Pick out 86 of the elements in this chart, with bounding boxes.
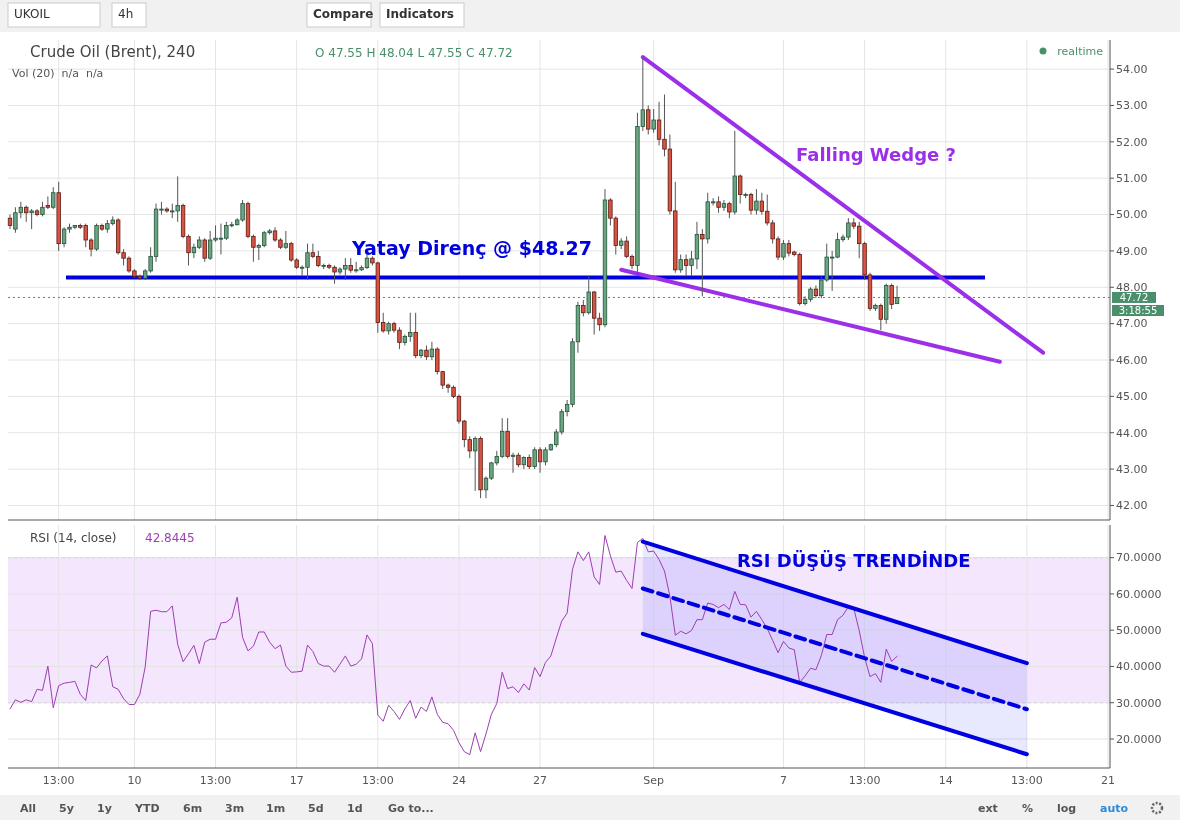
candlestick bbox=[537, 446, 543, 474]
annotation: RSI DÜŞÜŞ TRENDİNDE bbox=[737, 550, 971, 571]
x-tick-label: 17 bbox=[289, 774, 304, 787]
x-tick-label: 13:00 bbox=[1011, 774, 1043, 787]
x-tick-label: 10 bbox=[127, 774, 142, 787]
text: 5d bbox=[308, 801, 324, 815]
text: UKOIL bbox=[14, 7, 50, 22]
text: % bbox=[1022, 801, 1034, 815]
text: 1d bbox=[347, 801, 363, 815]
candlestick bbox=[754, 188, 759, 216]
y-tick-label: 30.0000 bbox=[1116, 696, 1162, 710]
y-tick-label: 54.00 bbox=[1116, 62, 1148, 76]
candlestick bbox=[29, 208, 34, 230]
candlestick bbox=[532, 446, 537, 470]
text: 1y bbox=[97, 801, 112, 815]
x-tick-label: 14 bbox=[938, 774, 953, 787]
y-tick-label: 49.00 bbox=[1116, 244, 1148, 258]
candlestick bbox=[894, 285, 900, 305]
chart-title: Crude Oil (Brent), 240 bbox=[30, 43, 196, 61]
ref-line-label: 47.72 bbox=[1119, 291, 1149, 303]
y-tick-label: 45.00 bbox=[1116, 390, 1148, 404]
text: 42.8445 bbox=[145, 531, 195, 545]
y-tick-label: 44.00 bbox=[1116, 426, 1148, 440]
text: auto bbox=[1100, 801, 1129, 815]
candlestick bbox=[51, 186, 56, 210]
text: 6m bbox=[183, 801, 203, 815]
x-tick-label: 7 bbox=[779, 774, 787, 787]
text: 5y bbox=[59, 801, 74, 815]
x-tick-label: 13:00 bbox=[361, 774, 394, 787]
x-tick-label: 24 bbox=[451, 774, 466, 787]
text: 1m bbox=[266, 801, 286, 815]
x-tick-label: 21 bbox=[1101, 774, 1115, 787]
candlestick bbox=[45, 195, 51, 210]
candlestick bbox=[202, 237, 207, 263]
text: YTD bbox=[134, 801, 160, 815]
y-tick-label: 46.00 bbox=[1116, 353, 1148, 367]
y-tick-label: 51.00 bbox=[1116, 172, 1148, 186]
text: 4h bbox=[118, 7, 134, 22]
y-tick-label: 50.0000 bbox=[1116, 624, 1162, 638]
text: 3m bbox=[225, 801, 245, 815]
text: Compare bbox=[313, 7, 374, 22]
annotation: Vol (20) n/a n/a bbox=[12, 67, 104, 80]
text: Go to... bbox=[388, 801, 434, 815]
candlestick bbox=[683, 254, 689, 277]
candlestick bbox=[283, 230, 289, 250]
text: log bbox=[1057, 801, 1077, 815]
text: All bbox=[20, 801, 37, 815]
annotation: Falling Wedge ? bbox=[796, 144, 956, 165]
candlestick bbox=[94, 223, 99, 252]
y-tick-label: 43.00 bbox=[1116, 462, 1148, 476]
text: O 47.55 H 48.04 L 47.55 C 47.72 bbox=[315, 46, 513, 60]
text: Indicators bbox=[386, 7, 454, 22]
candlestick bbox=[413, 312, 418, 359]
x-tick-label: Sep bbox=[643, 774, 665, 787]
y-tick-label: 50.00 bbox=[1116, 208, 1148, 222]
text: ext bbox=[978, 801, 998, 815]
y-tick-label: 53.00 bbox=[1116, 99, 1148, 113]
x-tick-label: 27 bbox=[533, 774, 548, 787]
candlestick bbox=[510, 452, 516, 474]
candlestick bbox=[878, 303, 883, 331]
y-tick-label: 42.00 bbox=[1116, 499, 1148, 513]
x-tick-label: 13:00 bbox=[42, 774, 75, 787]
candlestick bbox=[738, 174, 743, 205]
y-tick-label: 40.0000 bbox=[1116, 660, 1162, 674]
y-tick-label: 60.0000 bbox=[1116, 587, 1162, 601]
candlestick bbox=[473, 435, 478, 492]
ref-line-label: Yatay Direnç @ $48.27 bbox=[351, 237, 593, 260]
candlestick bbox=[781, 239, 786, 261]
text: 3:18:55 bbox=[1118, 305, 1158, 316]
candlestick bbox=[429, 341, 435, 361]
candlestick bbox=[651, 108, 656, 134]
x-tick-label: 13:00 bbox=[848, 774, 881, 787]
candlestick bbox=[700, 228, 705, 297]
candlestick bbox=[889, 283, 894, 310]
text: RSI (14, close) bbox=[30, 531, 117, 545]
x-tick-label: 13:00 bbox=[199, 774, 232, 787]
y-tick-label: 52.00 bbox=[1116, 135, 1148, 149]
y-tick-label: 47.00 bbox=[1116, 317, 1148, 331]
candlestick bbox=[721, 199, 727, 212]
candlestick bbox=[748, 192, 754, 216]
candlestick bbox=[646, 104, 651, 136]
y-tick-label: 20.0000 bbox=[1116, 732, 1162, 746]
annotation: realtime bbox=[1057, 45, 1104, 58]
candlestick bbox=[678, 254, 683, 274]
y-tick-label: 70.0000 bbox=[1116, 551, 1162, 565]
candlestick bbox=[586, 275, 591, 316]
